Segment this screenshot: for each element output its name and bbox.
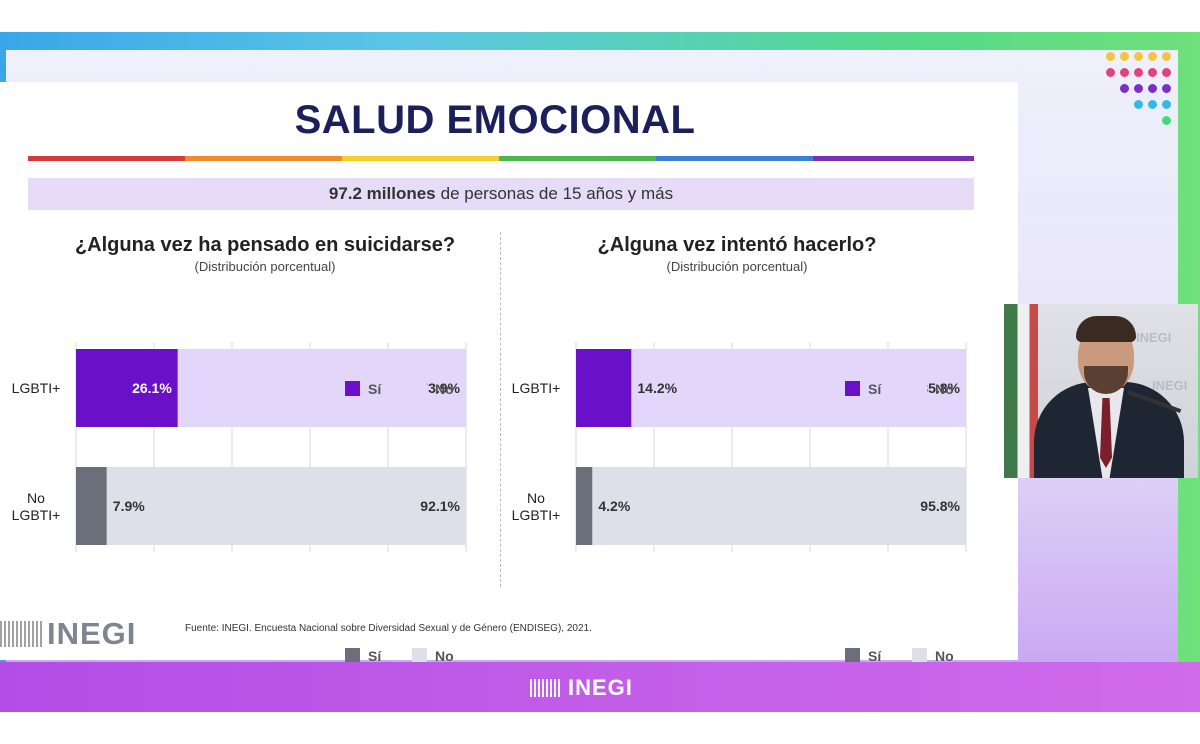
category-label: LGBTI+ [512, 380, 561, 396]
speaker-video: INEGI INEGI [1004, 304, 1198, 478]
legend-label: Sí [368, 381, 382, 397]
legend-swatch [845, 381, 860, 396]
legend-label: No [435, 648, 454, 664]
inegi-logo-icon [0, 621, 42, 647]
speaker-hair [1076, 316, 1136, 342]
legend-swatch [412, 648, 427, 663]
decorative-dot [1162, 84, 1171, 93]
decorative-dot [1134, 52, 1143, 61]
bar-segment-si [576, 349, 632, 427]
bar-segment-no [631, 349, 966, 427]
data-label: 92.1% [420, 498, 460, 514]
legend-swatch [912, 381, 927, 396]
legend-label: No [435, 381, 454, 397]
data-label: 85.8% [920, 380, 960, 396]
flag [1004, 304, 1038, 478]
decorative-dot [1162, 52, 1171, 61]
data-label: 95.8% [920, 498, 960, 514]
legend-swatch [845, 648, 860, 663]
population-count: 97.2 millones [328, 184, 436, 203]
bottom-inegi-logo: INEGI [530, 675, 633, 700]
bar-segment-si [76, 467, 107, 545]
speaker-tie [1100, 398, 1112, 468]
population-description: de personas de 15 años y más [440, 184, 674, 203]
legend-label: No [935, 381, 954, 397]
decorative-dot [1162, 68, 1171, 77]
legend-label: Sí [368, 648, 382, 664]
chart-1-subtitle: (Distribución porcentual) [194, 259, 336, 274]
bar-segment-si [576, 467, 593, 545]
decorative-dot [1120, 84, 1129, 93]
inegi-logo-text: INEGI [47, 616, 137, 651]
data-label: 7.9% [113, 498, 145, 514]
decorative-dot [1134, 68, 1143, 77]
panel-divider [500, 232, 501, 587]
chart-suicide-attempt: LGBTI+ 14.2% 85.8% No LGBTI+ 4.2% 95.8% Sí No Sí N… [512, 342, 967, 664]
legend-label: Sí [868, 648, 882, 664]
chart-2-title: ¿Alguna vez intentó hacerlo? [597, 234, 877, 256]
bar-segment-no [106, 467, 466, 545]
data-label: 4.2% [598, 498, 630, 514]
legend-swatch [412, 381, 427, 396]
decorative-dot [1148, 100, 1157, 109]
decorative-dot [1148, 52, 1157, 61]
decorative-dot [1134, 84, 1143, 93]
decorative-dot [1134, 100, 1143, 109]
decorative-dot [1148, 68, 1157, 77]
data-label: 26.1% [132, 380, 172, 396]
source-note: Fuente: INEGI. Encuesta Nacional sobre D… [185, 623, 592, 634]
category-label: No LGBTI+ [512, 490, 561, 523]
bar-segment-no [592, 467, 966, 545]
decorative-dot [1106, 68, 1115, 77]
decorative-dot [1120, 52, 1129, 61]
decorative-dot [1162, 116, 1171, 125]
video-watermark: INEGI [1152, 378, 1188, 393]
decorative-dot [1162, 100, 1171, 109]
legend-label: Sí [868, 381, 882, 397]
rainbow-divider [28, 156, 974, 161]
video-watermark: INEGI [1136, 330, 1172, 345]
legend-swatch [912, 648, 927, 663]
slide-title: SALUD EMOCIONAL [294, 98, 696, 142]
category-label: LGBTI+ [12, 380, 61, 396]
population-bar: 97.2 millones de personas de 15 años y m… [28, 178, 974, 210]
decorative-dot [1106, 52, 1115, 61]
bottom-inegi-logo-icon [530, 679, 562, 697]
slide: SALUD EMOCIONAL 97.2 millones de persona… [0, 82, 1018, 664]
legend-swatch [345, 648, 360, 663]
decorative-dot [1120, 68, 1129, 77]
bottom-band [0, 662, 1200, 712]
legend-swatch [345, 381, 360, 396]
chart-2-subtitle: (Distribución porcentual) [666, 259, 808, 274]
inegi-logo: INEGI [0, 616, 136, 652]
chart-1-title: ¿Alguna vez ha pensado en suicidarse? [74, 234, 456, 256]
bottom-inegi-logo-text: INEGI [568, 675, 633, 700]
data-label: 73.9% [420, 380, 460, 396]
bar-segment-si [76, 349, 178, 427]
category-label: No LGBTI+ [12, 490, 61, 523]
decorative-dots [1106, 52, 1176, 132]
data-label: 14.2% [637, 380, 677, 396]
decorative-dot [1148, 84, 1157, 93]
legend-label: No [935, 648, 954, 664]
chart-suicidal-thoughts: LGBTI+ 26.1% 73.9% No LGBTI+ 7.9% 92.1% Sí No Sí N… [12, 342, 467, 664]
